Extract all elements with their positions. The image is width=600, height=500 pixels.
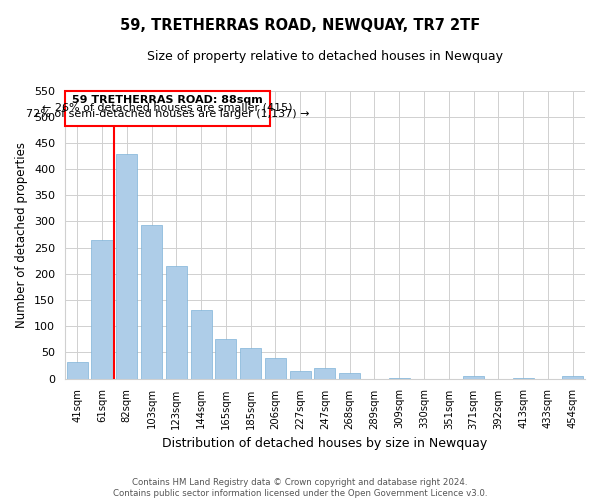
Bar (141, 225, 162, 378)
Bar (463, 376, 484, 378)
Text: 59, TRETHERRAS ROAD, NEWQUAY, TR7 2TF: 59, TRETHERRAS ROAD, NEWQUAY, TR7 2TF (120, 18, 480, 32)
Text: Contains HM Land Registry data © Crown copyright and database right 2024.
Contai: Contains HM Land Registry data © Crown c… (113, 478, 487, 498)
Bar (240, 348, 261, 378)
X-axis label: Distribution of detached houses by size in Newquay: Distribution of detached houses by size … (163, 437, 488, 450)
Bar (290, 370, 311, 378)
Bar (265, 358, 286, 378)
Bar (562, 376, 583, 378)
Text: 72% of semi-detached houses are larger (1,137) →: 72% of semi-detached houses are larger (… (26, 110, 310, 120)
Bar (339, 374, 360, 378)
Bar (314, 368, 335, 378)
Title: Size of property relative to detached houses in Newquay: Size of property relative to detached ho… (147, 50, 503, 63)
Bar (91, 240, 113, 378)
Text: 59 TRETHERRAS ROAD: 88sqm: 59 TRETHERRAS ROAD: 88sqm (72, 94, 263, 104)
FancyBboxPatch shape (65, 90, 271, 126)
Y-axis label: Number of detached properties: Number of detached properties (16, 142, 28, 328)
Bar (166, 266, 187, 378)
Bar (67, 362, 88, 378)
Bar (116, 154, 137, 378)
Text: ← 26% of detached houses are smaller (415): ← 26% of detached houses are smaller (41… (43, 102, 293, 112)
Bar (191, 310, 212, 378)
Bar (215, 339, 236, 378)
